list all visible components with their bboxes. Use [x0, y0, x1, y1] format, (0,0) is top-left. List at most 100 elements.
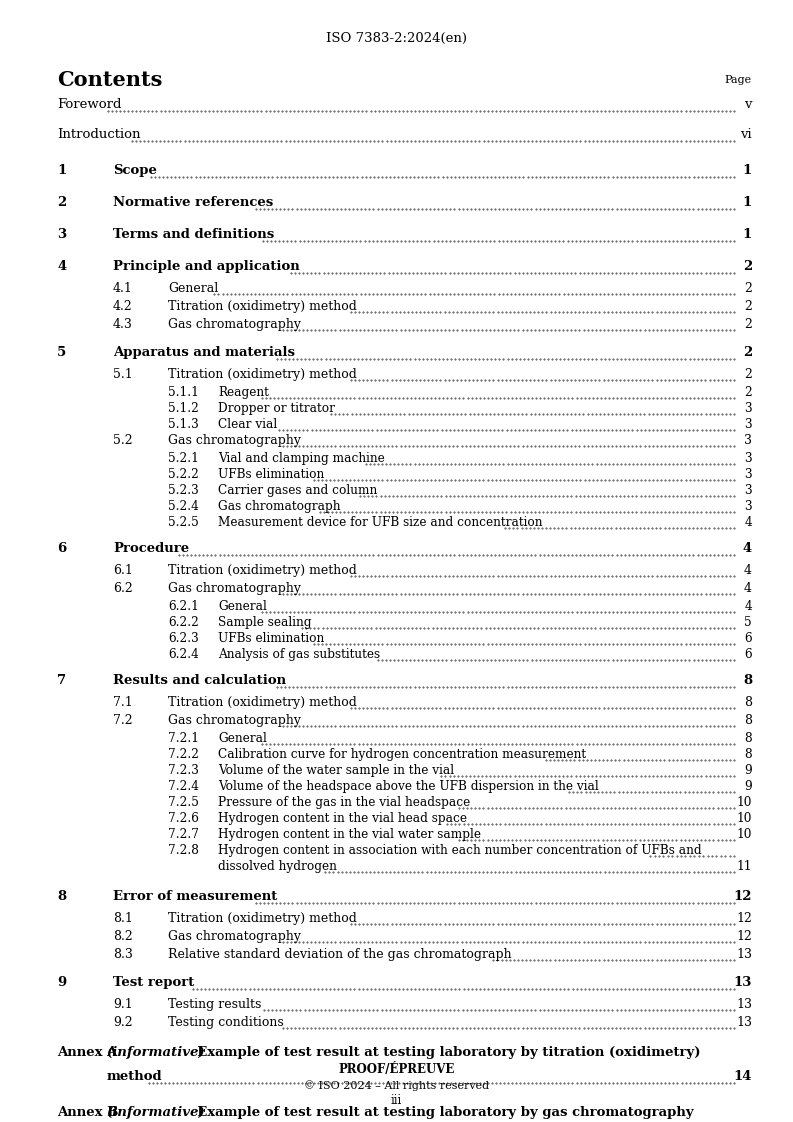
Text: Gas chromatograph: Gas chromatograph: [218, 500, 340, 513]
Text: 8.2: 8.2: [113, 930, 132, 942]
Text: 8.3: 8.3: [113, 948, 133, 962]
Text: method: method: [106, 1070, 162, 1083]
Text: 4: 4: [744, 564, 752, 577]
Text: Clear vial: Clear vial: [218, 419, 278, 431]
Text: Test report: Test report: [113, 976, 194, 988]
Text: 6: 6: [57, 542, 67, 555]
Text: 6.2.3: 6.2.3: [168, 632, 199, 645]
Text: 2: 2: [743, 260, 752, 273]
Text: 5.2: 5.2: [113, 434, 132, 447]
Text: 3: 3: [57, 228, 66, 241]
Text: Results and calculation: Results and calculation: [113, 674, 286, 687]
Text: vi: vi: [741, 128, 752, 141]
Text: iii: iii: [391, 1094, 402, 1106]
Text: 2: 2: [745, 386, 752, 399]
Text: 10: 10: [737, 828, 752, 842]
Text: 5: 5: [745, 616, 752, 629]
Text: Gas chromatography: Gas chromatography: [168, 582, 301, 595]
Text: UFBs elimination: UFBs elimination: [218, 468, 324, 481]
Text: 12: 12: [736, 930, 752, 942]
Text: 12: 12: [736, 912, 752, 925]
Text: 8: 8: [744, 696, 752, 709]
Text: 6.1: 6.1: [113, 564, 133, 577]
Text: 4.2: 4.2: [113, 300, 132, 313]
Text: Apparatus and materials: Apparatus and materials: [113, 346, 295, 359]
Text: 3: 3: [745, 402, 752, 415]
Text: 12: 12: [734, 890, 752, 903]
Text: Procedure: Procedure: [113, 542, 189, 555]
Text: 14: 14: [734, 1070, 752, 1083]
Text: 2: 2: [743, 346, 752, 359]
Text: Gas chromatography: Gas chromatography: [168, 714, 301, 727]
Text: Dropper or titrator: Dropper or titrator: [218, 402, 335, 415]
Text: 4: 4: [743, 542, 752, 555]
Text: 7: 7: [57, 674, 66, 687]
Text: Page: Page: [725, 75, 752, 85]
Text: General: General: [168, 282, 218, 295]
Text: 6: 6: [745, 632, 752, 645]
Text: Sample sealing: Sample sealing: [218, 616, 312, 629]
Text: Example of test result at testing laboratory by titration (oxidimetry): Example of test result at testing labora…: [189, 1046, 701, 1059]
Text: 5.2.2: 5.2.2: [168, 468, 199, 481]
Text: 5: 5: [57, 346, 67, 359]
Text: Terms and definitions: Terms and definitions: [113, 228, 274, 241]
Text: Titration (oxidimetry) method: Titration (oxidimetry) method: [168, 696, 357, 709]
Text: Gas chromatography: Gas chromatography: [168, 930, 301, 942]
Text: 2: 2: [744, 300, 752, 313]
Text: 3: 3: [745, 419, 752, 431]
Text: 4: 4: [744, 582, 752, 595]
Text: Hydrogen content in the vial head space: Hydrogen content in the vial head space: [218, 812, 467, 825]
Text: 7.2.6: 7.2.6: [168, 812, 199, 825]
Text: 6.2.4: 6.2.4: [168, 649, 199, 661]
Text: v: v: [745, 98, 752, 111]
Text: Gas chromatography: Gas chromatography: [168, 318, 301, 331]
Text: 5.2.3: 5.2.3: [168, 484, 199, 497]
Text: Annex B: Annex B: [57, 1106, 118, 1119]
Text: Scope: Scope: [113, 164, 157, 177]
Text: 9: 9: [745, 764, 752, 778]
Text: 2: 2: [744, 318, 752, 331]
Text: Carrier gases and column: Carrier gases and column: [218, 484, 377, 497]
Text: 6: 6: [745, 649, 752, 661]
Text: Titration (oxidimetry) method: Titration (oxidimetry) method: [168, 564, 357, 577]
Text: 7.2.7: 7.2.7: [168, 828, 199, 842]
Text: 9.1: 9.1: [113, 997, 132, 1011]
Text: 5.2.1: 5.2.1: [168, 452, 199, 465]
Text: 1: 1: [57, 164, 67, 177]
Text: 3: 3: [745, 500, 752, 513]
Text: 8.1: 8.1: [113, 912, 133, 925]
Text: (informative): (informative): [106, 1046, 205, 1059]
Text: Annex A: Annex A: [57, 1046, 117, 1059]
Text: 4: 4: [745, 600, 752, 613]
Text: Testing conditions: Testing conditions: [168, 1017, 284, 1029]
Text: 6.2.1: 6.2.1: [168, 600, 199, 613]
Text: 10: 10: [737, 795, 752, 809]
Text: 11: 11: [737, 859, 752, 873]
Text: 7.2.1: 7.2.1: [168, 732, 199, 745]
Text: Analysis of gas substitutes: Analysis of gas substitutes: [218, 649, 380, 661]
Text: Gas chromatography: Gas chromatography: [168, 434, 301, 447]
Text: 2: 2: [744, 282, 752, 295]
Text: Normative references: Normative references: [113, 196, 274, 209]
Text: Reagent: Reagent: [218, 386, 269, 399]
Text: 13: 13: [736, 1017, 752, 1029]
Text: 3: 3: [744, 434, 752, 447]
Text: 4: 4: [745, 516, 752, 528]
Text: dissolved hydrogen: dissolved hydrogen: [218, 859, 337, 873]
Text: 7.1: 7.1: [113, 696, 132, 709]
Text: 2: 2: [744, 368, 752, 381]
Text: © ISO 2024 – All rights reserved: © ISO 2024 – All rights reserved: [304, 1080, 489, 1092]
Text: 7.2.5: 7.2.5: [168, 795, 199, 809]
Text: Titration (oxidimetry) method: Titration (oxidimetry) method: [168, 368, 357, 381]
Text: 13: 13: [736, 997, 752, 1011]
Text: 8: 8: [745, 748, 752, 761]
Text: 5.2.5: 5.2.5: [168, 516, 199, 528]
Text: 1: 1: [743, 196, 752, 209]
Text: 9: 9: [57, 976, 67, 988]
Text: Titration (oxidimetry) method: Titration (oxidimetry) method: [168, 300, 357, 313]
Text: 5.1.3: 5.1.3: [168, 419, 199, 431]
Text: General: General: [218, 732, 267, 745]
Text: 4: 4: [57, 260, 67, 273]
Text: 1: 1: [743, 228, 752, 241]
Text: Introduction: Introduction: [57, 128, 140, 141]
